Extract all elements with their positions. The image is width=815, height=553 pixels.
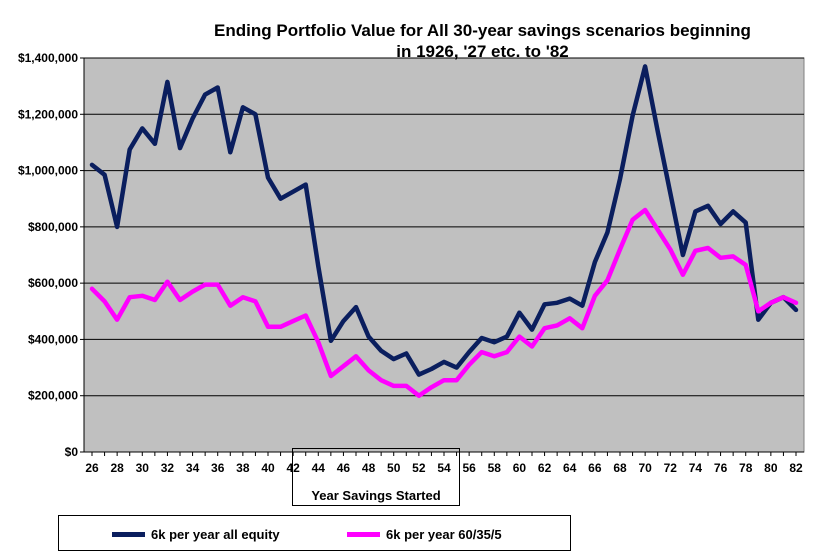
y-tick-label-0: $0 — [65, 445, 79, 459]
x-tick-label-10: 46 — [337, 461, 351, 475]
x-tick-label-17: 60 — [513, 461, 527, 475]
x-tick-label-14: 54 — [437, 461, 451, 475]
x-tick-label-20: 66 — [588, 461, 602, 475]
x-tick-label-18: 62 — [538, 461, 552, 475]
x-tick-label-15: 56 — [462, 461, 476, 475]
legend-swatch-60-35-5 — [347, 532, 380, 537]
y-tick-label-5: $1,000,000 — [18, 164, 78, 178]
series-line-1 — [89, 207, 799, 398]
x-tick-label-1: 28 — [110, 461, 124, 475]
chart-title-line1: Ending Portfolio Value for All 30-year s… — [214, 21, 751, 40]
legend-item-60-35-5: 6k per year 60/35/5 — [347, 527, 502, 542]
x-tick-label-2: 30 — [136, 461, 150, 475]
x-tick-label-11: 48 — [362, 461, 376, 475]
x-tick-label-7: 40 — [261, 461, 275, 475]
legend-swatch-all-equity — [112, 532, 145, 537]
legend-label-60-35-5: 6k per year 60/35/5 — [386, 527, 502, 542]
x-tick-label-22: 70 — [638, 461, 652, 475]
x-tick-label-27: 80 — [764, 461, 778, 475]
legend-label-all-equity: 6k per year all equity — [151, 527, 280, 542]
x-tick-label-25: 76 — [714, 461, 728, 475]
legend-item-all-equity: 6k per year all equity — [112, 527, 280, 542]
x-tick-label-6: 38 — [236, 461, 250, 475]
x-tick-label-5: 36 — [211, 461, 225, 475]
x-tick-label-3: 32 — [161, 461, 175, 475]
y-tick-label-4: $800,000 — [28, 220, 78, 234]
x-tick-label-28: 82 — [789, 461, 803, 475]
x-tick-label-0: 26 — [85, 461, 99, 475]
x-tick-label-8: 42 — [286, 461, 300, 475]
x-tick-label-26: 78 — [739, 461, 753, 475]
x-tick-label-21: 68 — [613, 461, 627, 475]
chart-title-line2: in 1926, '27 etc. to '82 — [396, 42, 569, 61]
series-line-0 — [89, 64, 799, 377]
y-tick-label-7: $1,400,000 — [18, 51, 78, 65]
x-axis-label: Year Savings Started — [311, 488, 441, 503]
x-tick-label-16: 58 — [488, 461, 502, 475]
legend: 6k per year all equity 6k per year 60/35… — [58, 515, 571, 551]
y-tick-label-6: $1,200,000 — [18, 107, 78, 121]
y-tick-label-1: $200,000 — [28, 389, 78, 403]
x-tick-label-24: 74 — [689, 461, 703, 475]
y-tick-label-2: $400,000 — [28, 332, 78, 346]
x-axis-label-box — [292, 448, 460, 506]
x-tick-label-19: 64 — [563, 461, 577, 475]
x-tick-label-9: 44 — [312, 461, 326, 475]
x-tick-label-4: 34 — [186, 461, 200, 475]
y-tick-label-3: $600,000 — [28, 276, 78, 290]
x-tick-label-12: 50 — [387, 461, 401, 475]
x-tick-label-13: 52 — [412, 461, 426, 475]
x-tick-label-23: 72 — [664, 461, 678, 475]
